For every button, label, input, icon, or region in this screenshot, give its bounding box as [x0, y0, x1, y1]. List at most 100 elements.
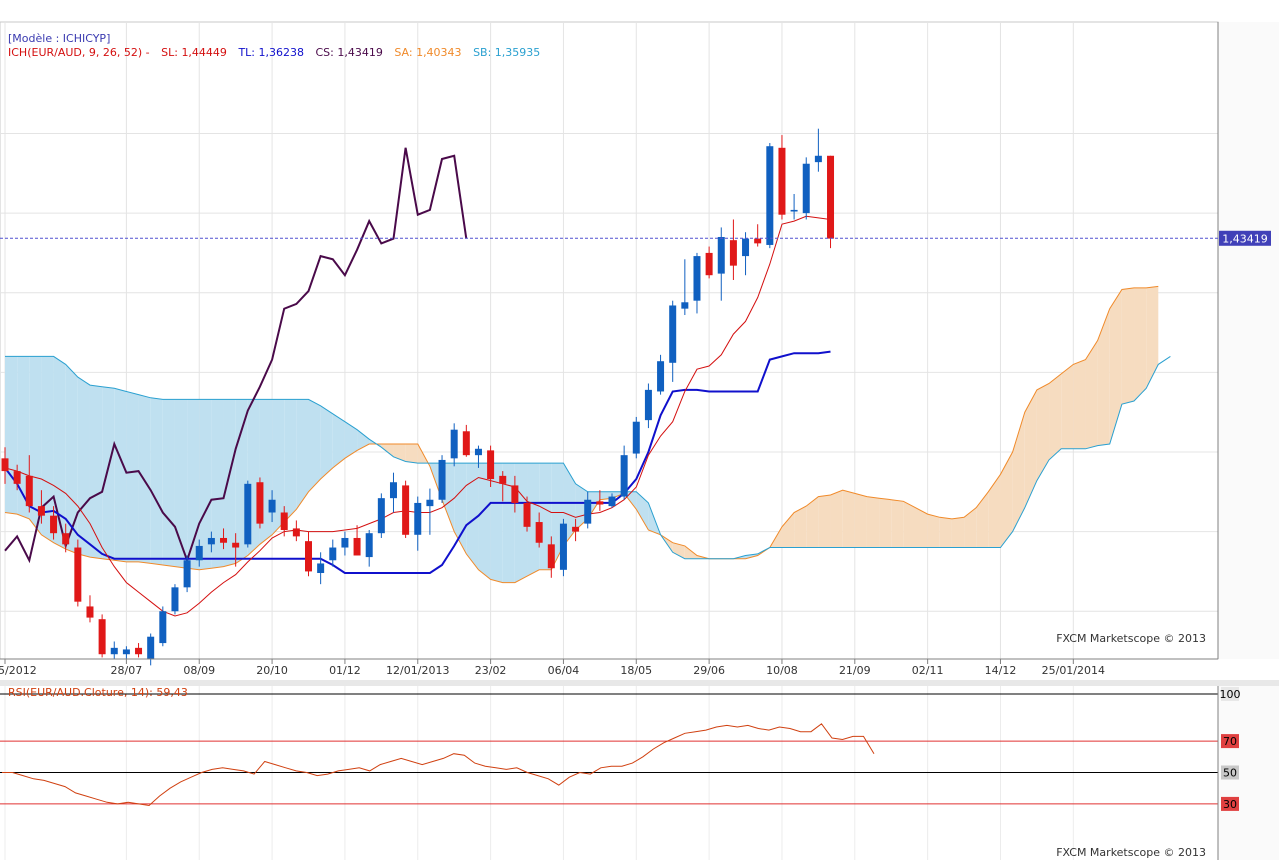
current-price-badge: [1219, 230, 1271, 246]
candle-down: [74, 547, 82, 602]
cloud-segment: [1134, 287, 1147, 402]
candle-down: [37, 506, 45, 516]
candle-down: [547, 544, 555, 569]
rsi-level-label: 70: [1223, 735, 1237, 748]
candle-down: [462, 431, 470, 456]
legend-sb: SB: 1,35935: [473, 46, 540, 59]
candle-up: [414, 502, 422, 535]
time-tick-label: 21/09: [839, 664, 871, 677]
cloud-segment: [344, 421, 358, 459]
cloud-segment: [939, 517, 952, 548]
candle-down: [754, 238, 762, 244]
cloud-segment: [102, 386, 115, 561]
ichimoku-cloud: [5, 286, 1159, 583]
time-tick-label: 18/05: [620, 664, 652, 677]
candle-down: [487, 450, 495, 480]
cloud-segment: [527, 463, 540, 577]
candle-up: [329, 547, 337, 561]
cloud-segment: [53, 356, 66, 550]
candle-up: [584, 499, 592, 524]
candle-up: [632, 421, 640, 454]
cloud-segment: [879, 498, 892, 548]
cloud-segment: [187, 399, 200, 570]
candle-up: [693, 256, 701, 301]
candle-up: [717, 236, 725, 274]
cloud-segment: [1036, 383, 1050, 481]
cloud-segment: [1049, 373, 1062, 460]
rsi-level-badges: 100 70 50 30: [1220, 687, 1241, 811]
candle-down: [596, 501, 604, 505]
candle-up: [365, 533, 373, 558]
candle-down: [1, 458, 9, 472]
cloud-segment: [1061, 364, 1074, 449]
candle-up: [742, 238, 750, 257]
rsi-watermark: FXCM Marketscope © 2013: [1056, 846, 1206, 859]
cloud-segment: [393, 444, 406, 462]
candle-up: [669, 305, 677, 363]
time-tick-label: 25/01/2014: [1042, 664, 1105, 677]
cloud-segment: [818, 494, 831, 548]
time-tick-label: 14/12: [985, 664, 1017, 677]
cloud-segment: [405, 444, 418, 464]
candle-up: [207, 537, 215, 545]
cloud-segment: [951, 517, 965, 548]
candle-down: [280, 512, 288, 531]
cloud-segment: [988, 474, 1001, 548]
cloud-segment: [174, 399, 188, 569]
cloud-segment: [842, 490, 855, 548]
legend-sl: SL: 1,44449: [161, 46, 227, 59]
price-axis-background: [1218, 22, 1279, 659]
cloud-segment: [296, 399, 309, 510]
rsi-level-label: 30: [1223, 798, 1237, 811]
cloud-segment: [1146, 286, 1159, 389]
main-watermark: FXCM Marketscope © 2013: [1056, 632, 1206, 645]
candle-up: [159, 611, 167, 644]
candle-up: [790, 209, 798, 212]
candle-up: [608, 496, 616, 507]
candle-up: [147, 636, 155, 659]
candle-down: [292, 528, 300, 537]
panel-separator[interactable]: [0, 680, 1279, 686]
cloud-segment: [781, 512, 795, 548]
cloud-segment: [964, 507, 977, 548]
cloud-segment: [854, 493, 867, 548]
candle-down: [86, 606, 94, 618]
cloud-segment: [1085, 340, 1098, 449]
candle-up: [657, 361, 665, 392]
rsi-level-label: 100: [1220, 688, 1241, 701]
time-tick-label: 20/10: [256, 664, 288, 677]
cloud-segment: [1073, 359, 1086, 449]
candle-down: [305, 541, 312, 572]
rsi-label: RSI(EUR/AUD.Cloture, 14): 59,43: [8, 686, 188, 699]
candle-up: [644, 389, 652, 421]
candle-down: [511, 485, 519, 503]
time-tick-label: 28/07: [111, 664, 143, 677]
candle-up: [389, 482, 397, 499]
cloud-segment: [308, 399, 321, 492]
candle-up: [341, 537, 349, 548]
time-tick-label: 29/06: [693, 664, 725, 677]
cloud-segment: [114, 388, 127, 562]
cloud-segment: [1097, 308, 1110, 446]
time-tick-label: 08/09: [183, 664, 215, 677]
rsi-level-badge: [1221, 734, 1239, 749]
indicator-name: ICH(EUR/AUD, 9, 26, 52) -: [8, 46, 150, 59]
cloud-segment: [927, 514, 940, 548]
cloud-segment: [478, 463, 491, 580]
legend-cs: CS: 1,43419: [315, 46, 382, 59]
cloud-segment: [976, 491, 989, 548]
cloud-segment: [490, 463, 503, 583]
legend-tl: TL: 1,36238: [237, 46, 304, 59]
candle-down: [50, 515, 58, 534]
kijun-line: [4, 350, 831, 574]
candle-up: [766, 146, 774, 245]
candle-down: [256, 482, 264, 524]
candle-down: [353, 537, 361, 556]
cloud-segment: [199, 399, 212, 570]
indicator-legend: ICH(EUR/AUD, 9, 26, 52) - SL: 1,44449 TL…: [8, 46, 540, 59]
candle-down: [535, 522, 543, 543]
candle-up: [183, 560, 191, 588]
cloud-segment: [1121, 287, 1135, 405]
cloud-segment: [830, 490, 843, 548]
cloud-segment: [636, 491, 649, 531]
